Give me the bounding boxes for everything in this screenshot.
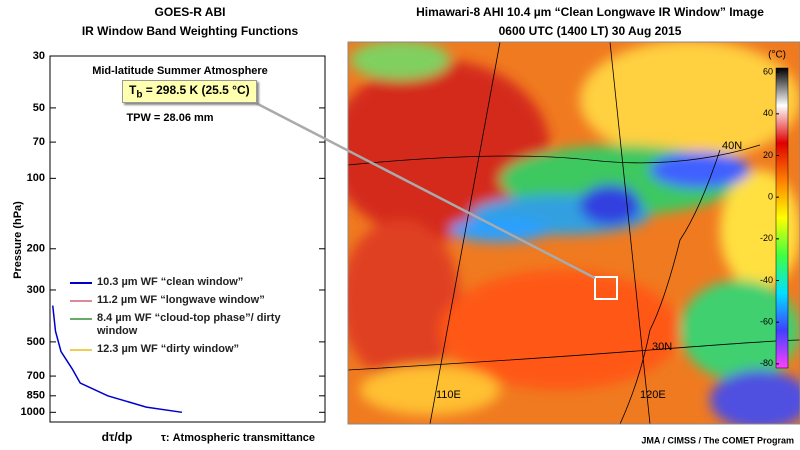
colorbar-tick-label: 0 <box>768 192 773 202</box>
colorbar <box>775 67 789 369</box>
colorbar-tick-label: 20 <box>763 150 773 160</box>
y-tick-label: 100 <box>27 172 45 184</box>
image-title: Himawari-8 AHI 10.4 µm “Clean Longwave I… <box>416 5 764 19</box>
y-tick-label: 200 <box>27 243 45 255</box>
y-axis-label: Pressure (hPa) <box>12 201 24 279</box>
colorbar-label: (°C) <box>768 50 786 61</box>
legend-item: 10.3 µm WF “clean window” <box>70 276 285 289</box>
legend-item: 12.3 µm WF “dirty window” <box>70 343 285 356</box>
y-tick-label: 30 <box>33 50 45 62</box>
annotation: Mid-latitude Summer Atmosphere <box>92 65 268 77</box>
image-frame <box>347 41 800 425</box>
y-tick-label: 700 <box>27 370 45 382</box>
map-label: 40N <box>722 140 742 152</box>
legend-label: 11.2 µm WF “longwave window” <box>97 294 265 306</box>
tb-symbol: T <box>129 83 137 97</box>
tb-subscript: b <box>136 89 143 101</box>
plot-frame <box>49 55 326 423</box>
legend-item: 8.4 µm WF “cloud-top phase”/ dirty windo… <box>70 312 285 338</box>
map-label: 110E <box>436 389 461 401</box>
colorbar-tick-label: -20 <box>760 233 773 243</box>
colorbar-tick-label: -80 <box>760 358 773 368</box>
tb-text: = 298.5 K (25.5 °C) <box>142 83 250 97</box>
y-tick-label: 500 <box>27 336 45 348</box>
sample-box <box>594 276 618 300</box>
series-line <box>52 305 183 414</box>
tb-box: Tb = 298.5 K (25.5 °C) <box>122 80 257 104</box>
colorbar-tick-label: 40 <box>763 108 773 118</box>
y-tick-label: 70 <box>33 136 45 148</box>
colorbar-tick-label: -40 <box>760 275 773 285</box>
legend-label: 12.3 µm WF “dirty window” <box>97 343 240 355</box>
legend: 10.3 µm WF “clean window” 11.2 µm WF “lon… <box>70 276 285 361</box>
y-tick-label: 50 <box>33 102 45 114</box>
legend-label: 10.3 µm WF “clean window” <box>97 276 244 288</box>
y-tick-label: 850 <box>27 390 45 402</box>
legend-swatch <box>70 300 92 302</box>
legend-swatch <box>70 349 92 351</box>
legend-swatch <box>70 318 92 320</box>
tpw: TPW = 28.06 mm <box>126 112 213 124</box>
legend-item: 11.2 µm WF “longwave window” <box>70 294 285 307</box>
x-axis-note: τ: Atmospheric transmittance <box>161 432 315 444</box>
connector <box>249 98 596 280</box>
satellite-image <box>348 42 800 424</box>
legend-swatch <box>70 282 92 284</box>
left-title: GOES-R ABI <box>155 5 226 19</box>
y-tick-label: 1000 <box>21 406 45 418</box>
legend-label: 8.4 µm WF “cloud-top phase”/ dirty windo… <box>97 312 281 337</box>
image-subtitle: 0600 UTC (1400 LT) 30 Aug 2015 <box>499 24 682 38</box>
map-label: 120E <box>640 389 666 401</box>
y-tick-label: 300 <box>27 284 45 296</box>
colorbar-tick-label: -60 <box>760 317 773 327</box>
x-axis-label: dτ/dp <box>102 430 133 444</box>
credit: JMA / CIMSS / The COMET Program <box>641 435 794 445</box>
left-subtitle: IR Window Band Weighting Functions <box>82 24 299 38</box>
map-label: 30N <box>652 341 672 353</box>
colorbar-tick-label: 60 <box>763 67 773 77</box>
